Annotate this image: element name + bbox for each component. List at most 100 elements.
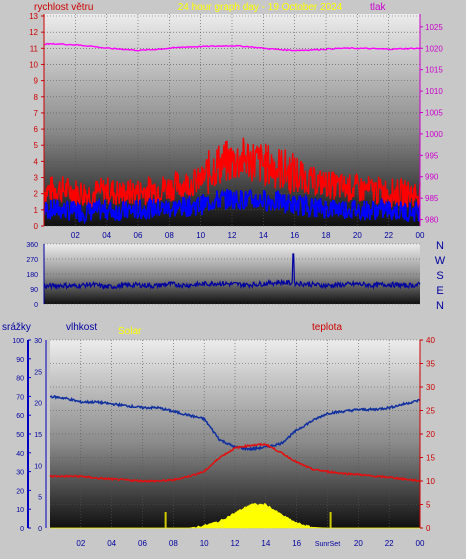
rain-tick-label: 50 [16, 432, 24, 439]
wind-x-tick-label: 12 [228, 231, 237, 240]
temperature-tick-label: 20 [426, 430, 435, 439]
rain-tick-label: 100 [12, 338, 24, 345]
rain-tick-label: 90 [16, 357, 24, 364]
pressure-tick-label: 985 [425, 194, 439, 203]
rain-tick-label: 20 [16, 488, 24, 495]
temp-x-tick-label: 20 [354, 539, 363, 548]
temperature-axis-title: teplota [312, 322, 342, 333]
compass-label-e: E [436, 285, 443, 297]
wind-x-tick-label: 02 [71, 231, 80, 240]
wind-x-tick-label: 20 [353, 231, 362, 240]
solar-axis-title: Solar [118, 326, 142, 337]
sunrise-sunset-label: SunrSet [315, 541, 340, 548]
wind-x-tick-label: 22 [384, 231, 393, 240]
temp-x-tick-label: 12 [231, 539, 240, 548]
wind-tick-label: 3 [34, 174, 39, 183]
wind-tick-label: 0 [34, 222, 39, 231]
rain-tick-label: 30 [16, 470, 24, 477]
pressure-tick-label: 980 [425, 216, 439, 225]
humidity-tick-label: 20 [34, 401, 42, 408]
temperature-tick-label: 5 [426, 501, 431, 510]
compass-label-n: N [436, 300, 444, 312]
wind-speed-line [43, 137, 421, 209]
rain-tick-label: 0 [20, 526, 24, 533]
pressure-axis-title: tlak [370, 2, 387, 13]
wind-tick-label: 5 [34, 141, 39, 150]
pressure-tick-label: 1010 [425, 87, 443, 96]
humidity-tick-label: 30 [34, 338, 42, 345]
temperature-tick-label: 15 [426, 454, 435, 463]
wind-direction-line [43, 253, 421, 291]
temp-x-tick-label: 16 [292, 539, 301, 548]
humidity-axis-title: vlhkost [66, 322, 97, 333]
pressure-tick-label: 995 [425, 151, 439, 160]
humidity-tick-label: 5 [38, 495, 42, 502]
direction-plot-area [44, 244, 420, 304]
pressure-tick-label: 1025 [425, 23, 443, 32]
temperature-tick-label: 40 [426, 336, 435, 345]
direction-tick-label: 270 [26, 257, 38, 264]
wind-tick-label: 1 [34, 206, 39, 215]
temperature-tick-label: 0 [426, 524, 431, 533]
temperature-tick-label: 35 [426, 360, 435, 369]
wind-x-tick-label: 10 [196, 231, 205, 240]
compass-label-w: W [435, 255, 446, 267]
wind-tick-label: 4 [34, 157, 39, 166]
wind-tick-label: 9 [34, 77, 39, 86]
wind-x-tick-label: 18 [322, 231, 331, 240]
humidity-tick-label: 25 [34, 369, 42, 376]
rain-tick-label: 40 [16, 451, 24, 458]
pressure-tick-label: 990 [425, 173, 439, 182]
wind-tick-label: 13 [29, 12, 38, 21]
temp-x-tick-label: 22 [385, 539, 394, 548]
rain-axis-title: srážky [2, 322, 31, 333]
pressure-line [43, 42, 421, 52]
wind-x-tick-label: 16 [290, 231, 299, 240]
humidity-tick-label: 0 [38, 526, 42, 533]
wind-tick-label: 10 [29, 60, 38, 69]
wind-tick-label: 2 [34, 190, 39, 199]
rain-tick-label: 60 [16, 413, 24, 420]
direction-tick-label: 90 [30, 287, 38, 294]
temp-x-tick-label: 14 [261, 539, 270, 548]
pressure-tick-label: 1005 [425, 109, 443, 118]
compass-label-n: N [436, 240, 444, 252]
humidity-line [49, 394, 421, 452]
rain-tick-label: 10 [16, 507, 24, 514]
wind-x-tick-label: 08 [165, 231, 174, 240]
direction-tick-label: 360 [26, 242, 38, 249]
temp-x-tick-label: 04 [107, 539, 116, 548]
temp-x-tick-label: 02 [76, 539, 85, 548]
pressure-tick-label: 1000 [425, 130, 443, 139]
temp-x-tick-label: 08 [169, 539, 178, 548]
pressure-tick-label: 1015 [425, 66, 443, 75]
rain-tick-label: 80 [16, 376, 24, 383]
wind-tick-label: 11 [30, 44, 39, 53]
wind-x-tick-label: 14 [259, 231, 268, 240]
wind-low-line [43, 188, 421, 225]
wind-x-tick-label: 00 [416, 231, 425, 240]
temperature-line [49, 442, 420, 483]
humidity-tick-label: 15 [34, 432, 42, 439]
humidity-tick-label: 10 [34, 463, 42, 470]
wind-tick-label: 12 [29, 28, 38, 37]
temperature-tick-label: 10 [426, 477, 435, 486]
temperature-tick-label: 30 [426, 383, 435, 392]
chart-title: 24 hour graph day - 19 October 2024 [178, 2, 343, 13]
compass-label-s: S [436, 270, 443, 282]
wind-axis-title: rychlost větru [34, 2, 93, 13]
wind-tick-label: 6 [34, 125, 39, 134]
temp-x-tick-label: 00 [416, 539, 425, 548]
direction-tick-label: 0 [34, 302, 38, 309]
wind-tick-label: 7 [34, 109, 39, 118]
temperature-tick-label: 25 [426, 407, 435, 416]
solar-area [50, 502, 420, 529]
wind-tick-label: 8 [34, 93, 39, 102]
pressure-tick-label: 1020 [425, 44, 443, 53]
wind-x-tick-label: 04 [102, 231, 111, 240]
direction-tick-label: 180 [26, 272, 38, 279]
wind-x-tick-label: 06 [134, 231, 143, 240]
temp-x-tick-label: 06 [138, 539, 147, 548]
